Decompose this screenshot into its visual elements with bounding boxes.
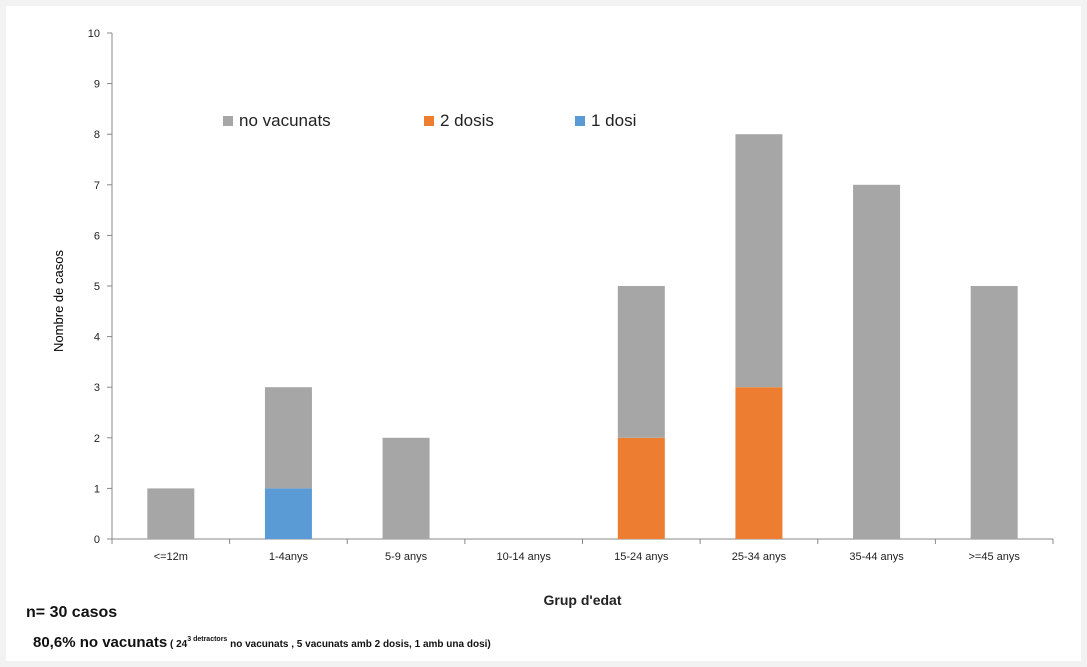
y-tick-label: 3 bbox=[94, 382, 100, 394]
x-category-label: 35-44 anys bbox=[849, 551, 904, 563]
footnote-superscript: 3 detractors bbox=[187, 636, 228, 643]
x-category-label: 15-24 anys bbox=[614, 551, 669, 563]
legend-swatch bbox=[575, 116, 585, 126]
y-tick-label: 5 bbox=[94, 281, 100, 293]
footnote-detail-open: ( 24 bbox=[167, 639, 188, 650]
bar-segment bbox=[264, 387, 312, 489]
x-category-label: 10-14 anys bbox=[496, 551, 551, 563]
y-tick-label: 0 bbox=[94, 534, 100, 546]
x-category-label: 1-4anys bbox=[269, 551, 309, 563]
bar-segment bbox=[264, 488, 312, 539]
y-tick-label: 7 bbox=[94, 180, 100, 192]
bar-segment bbox=[617, 437, 665, 539]
x-category-label: <=12m bbox=[154, 551, 188, 563]
footnote-percent: 80,6% no vacunats bbox=[33, 634, 168, 651]
footnote-case-count: n= 30 casos bbox=[26, 604, 118, 621]
y-tick-label: 8 bbox=[94, 129, 100, 141]
bar-segment bbox=[382, 437, 430, 539]
bar-segment bbox=[970, 286, 1018, 539]
bar-segment bbox=[735, 134, 783, 388]
footnote-detail-rest: no vacunats , 5 vacunats amb 2 dosis, 1 … bbox=[227, 639, 491, 650]
bar-segment bbox=[735, 387, 783, 539]
legend-swatch bbox=[223, 116, 233, 126]
x-category-label: >=45 anys bbox=[969, 551, 1021, 563]
legend-label: 1 dosi bbox=[591, 111, 636, 130]
bar-segment bbox=[617, 286, 665, 438]
y-tick-label: 6 bbox=[94, 230, 100, 242]
y-tick-label: 10 bbox=[88, 28, 100, 40]
y-tick-label: 1 bbox=[94, 483, 100, 495]
chart-panel: 0 1 2 3 4 5 6 7 8 9 10 <=12m 1-4anys 5-9 anys 10-14 an… bbox=[6, 6, 1081, 661]
bar-segment bbox=[853, 184, 901, 540]
y-tick-label: 2 bbox=[94, 433, 100, 445]
legend-label: no vacunats bbox=[239, 111, 331, 130]
legend-label: 2 dosis bbox=[440, 111, 494, 130]
y-tick-label: 9 bbox=[94, 79, 100, 91]
footnote-vaccination-summary: 80,6% no vacunats ( 243 detractors no va… bbox=[33, 634, 491, 651]
legend-swatch bbox=[424, 116, 434, 126]
x-axis-title: Grup d'edat bbox=[544, 592, 622, 608]
x-category-label: 5-9 anys bbox=[385, 551, 428, 563]
x-category-label: 25-34 anys bbox=[732, 551, 787, 563]
y-axis-title: Nombre de casos bbox=[51, 250, 66, 352]
y-tick-label: 4 bbox=[94, 332, 100, 344]
bar-segment bbox=[147, 488, 195, 539]
stacked-bar-chart: 0 1 2 3 4 5 6 7 8 9 10 <=12m 1-4anys 5-9 anys 10-14 an… bbox=[51, 28, 1054, 608]
